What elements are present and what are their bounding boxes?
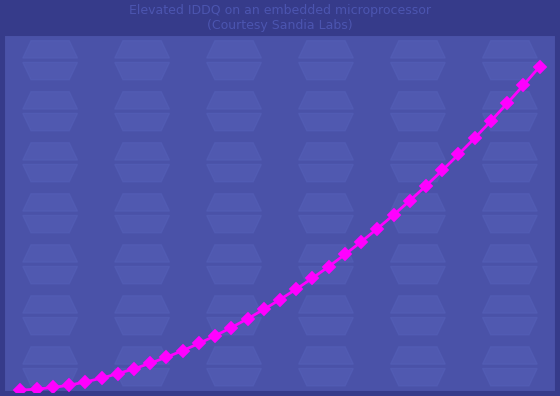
Polygon shape [483, 92, 537, 109]
Polygon shape [390, 143, 445, 160]
Polygon shape [483, 41, 537, 58]
Polygon shape [390, 347, 445, 364]
Polygon shape [115, 41, 170, 58]
Polygon shape [483, 318, 537, 335]
Polygon shape [23, 92, 77, 109]
Polygon shape [115, 113, 170, 131]
Polygon shape [298, 92, 353, 109]
Polygon shape [483, 63, 537, 80]
Polygon shape [483, 143, 537, 160]
Polygon shape [23, 296, 77, 313]
Polygon shape [115, 92, 170, 109]
Polygon shape [390, 245, 445, 262]
Polygon shape [115, 318, 170, 335]
Polygon shape [207, 347, 262, 364]
Polygon shape [23, 215, 77, 233]
Polygon shape [298, 164, 353, 182]
Polygon shape [23, 245, 77, 262]
Polygon shape [115, 215, 170, 233]
Polygon shape [23, 143, 77, 160]
Polygon shape [207, 92, 262, 109]
Polygon shape [207, 113, 262, 131]
Polygon shape [207, 296, 262, 313]
Title: Elevated IDDQ on an embedded microprocessor
(Courtesy Sandia Labs): Elevated IDDQ on an embedded microproces… [129, 4, 431, 32]
Polygon shape [298, 63, 353, 80]
Polygon shape [115, 63, 170, 80]
Polygon shape [207, 369, 262, 386]
Polygon shape [23, 41, 77, 58]
Polygon shape [23, 318, 77, 335]
Polygon shape [115, 245, 170, 262]
Polygon shape [390, 113, 445, 131]
Polygon shape [115, 143, 170, 160]
Polygon shape [390, 194, 445, 211]
Polygon shape [298, 215, 353, 233]
Polygon shape [298, 41, 353, 58]
Polygon shape [23, 267, 77, 284]
Polygon shape [483, 369, 537, 386]
Polygon shape [390, 41, 445, 58]
Polygon shape [483, 296, 537, 313]
Polygon shape [115, 194, 170, 211]
Polygon shape [207, 164, 262, 182]
Polygon shape [207, 267, 262, 284]
Polygon shape [483, 245, 537, 262]
Polygon shape [390, 369, 445, 386]
Polygon shape [207, 41, 262, 58]
Polygon shape [483, 194, 537, 211]
Polygon shape [207, 318, 262, 335]
Polygon shape [298, 245, 353, 262]
Polygon shape [298, 267, 353, 284]
Polygon shape [298, 347, 353, 364]
Polygon shape [390, 267, 445, 284]
Polygon shape [390, 215, 445, 233]
Polygon shape [115, 164, 170, 182]
Polygon shape [115, 267, 170, 284]
Polygon shape [115, 296, 170, 313]
Polygon shape [23, 113, 77, 131]
Polygon shape [207, 215, 262, 233]
Polygon shape [115, 369, 170, 386]
Polygon shape [23, 63, 77, 80]
Polygon shape [298, 369, 353, 386]
Polygon shape [207, 194, 262, 211]
Polygon shape [483, 347, 537, 364]
Polygon shape [390, 63, 445, 80]
Polygon shape [483, 113, 537, 131]
Polygon shape [23, 347, 77, 364]
Polygon shape [390, 318, 445, 335]
Polygon shape [298, 113, 353, 131]
Polygon shape [483, 164, 537, 182]
Polygon shape [390, 164, 445, 182]
Polygon shape [207, 245, 262, 262]
Polygon shape [23, 194, 77, 211]
Polygon shape [298, 194, 353, 211]
Polygon shape [483, 267, 537, 284]
Polygon shape [298, 318, 353, 335]
Polygon shape [23, 369, 77, 386]
Polygon shape [390, 92, 445, 109]
Polygon shape [207, 143, 262, 160]
Polygon shape [298, 143, 353, 160]
Polygon shape [298, 296, 353, 313]
Polygon shape [115, 347, 170, 364]
Polygon shape [207, 63, 262, 80]
Polygon shape [23, 164, 77, 182]
Polygon shape [390, 296, 445, 313]
Polygon shape [483, 215, 537, 233]
